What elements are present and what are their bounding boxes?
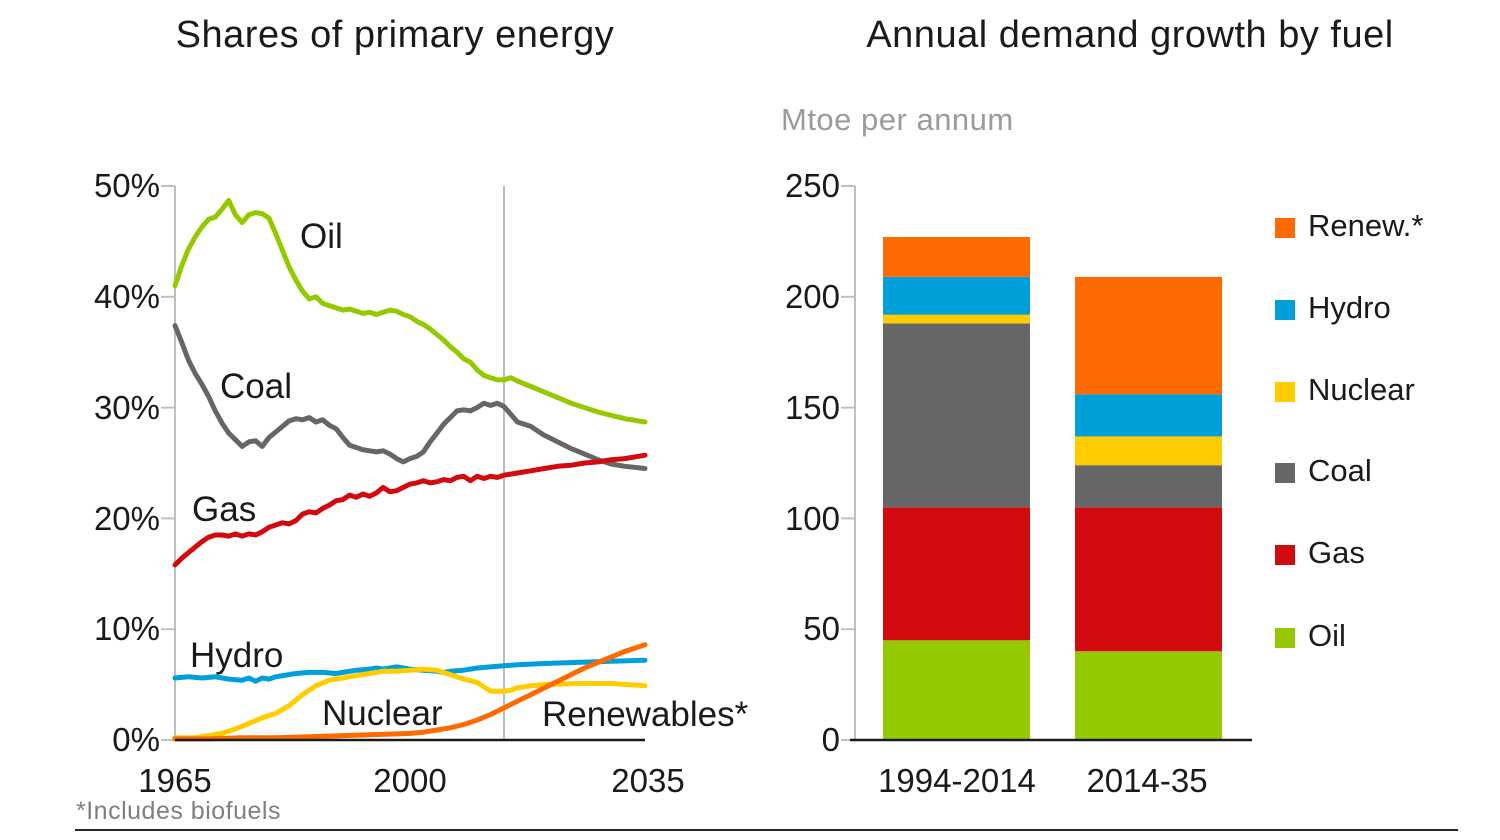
bar-segment-1994-2014-Gas	[883, 507, 1030, 641]
legend-item: Renew.*	[1275, 208, 1423, 243]
gas-label: Gas	[192, 490, 256, 529]
bar-segment-2014-35-Oil	[1075, 651, 1222, 740]
left-y-ticks	[161, 185, 175, 741]
legend-label: Oil	[1308, 618, 1346, 653]
nuclear-label: Nuclear	[322, 694, 443, 733]
legend-item: Hydro	[1275, 290, 1391, 325]
bar-segment-1994-2014-Renew.*	[883, 237, 1030, 277]
bottom-rule	[75, 829, 1458, 831]
legend-label: Renew.*	[1308, 208, 1423, 243]
y-tick-label: 200	[785, 278, 840, 315]
bar-segment-1994-2014-Oil	[883, 640, 1030, 740]
oil-label: Oil	[300, 217, 343, 256]
bar-segment-2014-35-Hydro	[1075, 394, 1222, 437]
legend: Renew.* Hydro Nuclear Coal Gas Oil	[1275, 208, 1423, 653]
legend-swatch-gas	[1275, 545, 1295, 565]
y-tick-label: 50	[803, 610, 840, 647]
legend-item: Oil	[1275, 618, 1346, 653]
bar-segment-2014-35-Gas	[1075, 507, 1222, 652]
right-y-ticks	[841, 185, 855, 741]
x-tick-label: 1994-2014	[878, 762, 1036, 799]
y-tick-label: 10%	[94, 610, 160, 647]
bar-segment-2014-35-Renew.*	[1075, 276, 1222, 395]
bar-segment-1994-2014-Coal	[883, 323, 1030, 508]
bar-segment-2014-35-Coal	[1075, 465, 1222, 508]
legend-label: Gas	[1308, 535, 1365, 570]
x-tick-label: 2035	[611, 762, 684, 799]
shares-line-chart: 0% 10% 20% 30% 40% 50% Oil Coal Gas Hydr…	[94, 167, 749, 799]
x-tick-label: 2000	[373, 762, 446, 799]
nuclear-line	[172, 666, 648, 741]
legend-swatch-oil	[1275, 628, 1295, 648]
legend-swatch-coal	[1275, 463, 1295, 483]
unit-label: Mtoe per annum	[781, 102, 1014, 137]
y-tick-label: 40%	[94, 278, 160, 315]
hydro-line	[172, 657, 648, 684]
x-tick-label: 2014-35	[1086, 762, 1207, 799]
renewables-line	[172, 642, 648, 742]
demand-bar-chart: 0 50 100 150 200 250 1994-2014 2014-35 R…	[785, 167, 1424, 799]
legend-label: Nuclear	[1308, 372, 1415, 407]
y-tick-label: 0%	[112, 721, 160, 758]
renewables-label: Renewables*	[542, 695, 749, 734]
coal-label: Coal	[220, 367, 292, 406]
bar-segment-1994-2014-Hydro	[883, 276, 1030, 315]
right-chart-title: Annual demand growth by fuel	[866, 14, 1394, 56]
hydro-label: Hydro	[190, 636, 283, 675]
oil-line	[172, 197, 648, 425]
left-chart-title: Shares of primary energy	[175, 14, 615, 56]
bar-segment-1994-2014-Nuclear	[883, 314, 1030, 324]
y-tick-label: 100	[785, 500, 840, 537]
y-tick-label: 30%	[94, 389, 160, 426]
legend-swatch-renewables	[1275, 218, 1295, 238]
legend-item: Nuclear	[1275, 372, 1415, 407]
legend-swatch-hydro	[1275, 300, 1295, 320]
y-tick-label: 0	[822, 721, 840, 758]
x-tick-label: 1965	[138, 762, 211, 799]
legend-item: Gas	[1275, 535, 1365, 570]
gas-line	[172, 452, 648, 568]
y-tick-label: 50%	[94, 167, 160, 204]
y-tick-label: 150	[785, 389, 840, 426]
coal-line	[172, 323, 648, 471]
legend-swatch-nuclear	[1275, 382, 1295, 402]
bars-group	[883, 237, 1222, 740]
legend-item: Coal	[1275, 453, 1372, 488]
legend-label: Hydro	[1308, 290, 1391, 325]
bar-segment-2014-35-Nuclear	[1075, 436, 1222, 466]
y-tick-label: 20%	[94, 500, 160, 537]
legend-label: Coal	[1308, 453, 1372, 488]
y-tick-label: 250	[785, 167, 840, 204]
footnote: *Includes biofuels	[76, 797, 281, 825]
